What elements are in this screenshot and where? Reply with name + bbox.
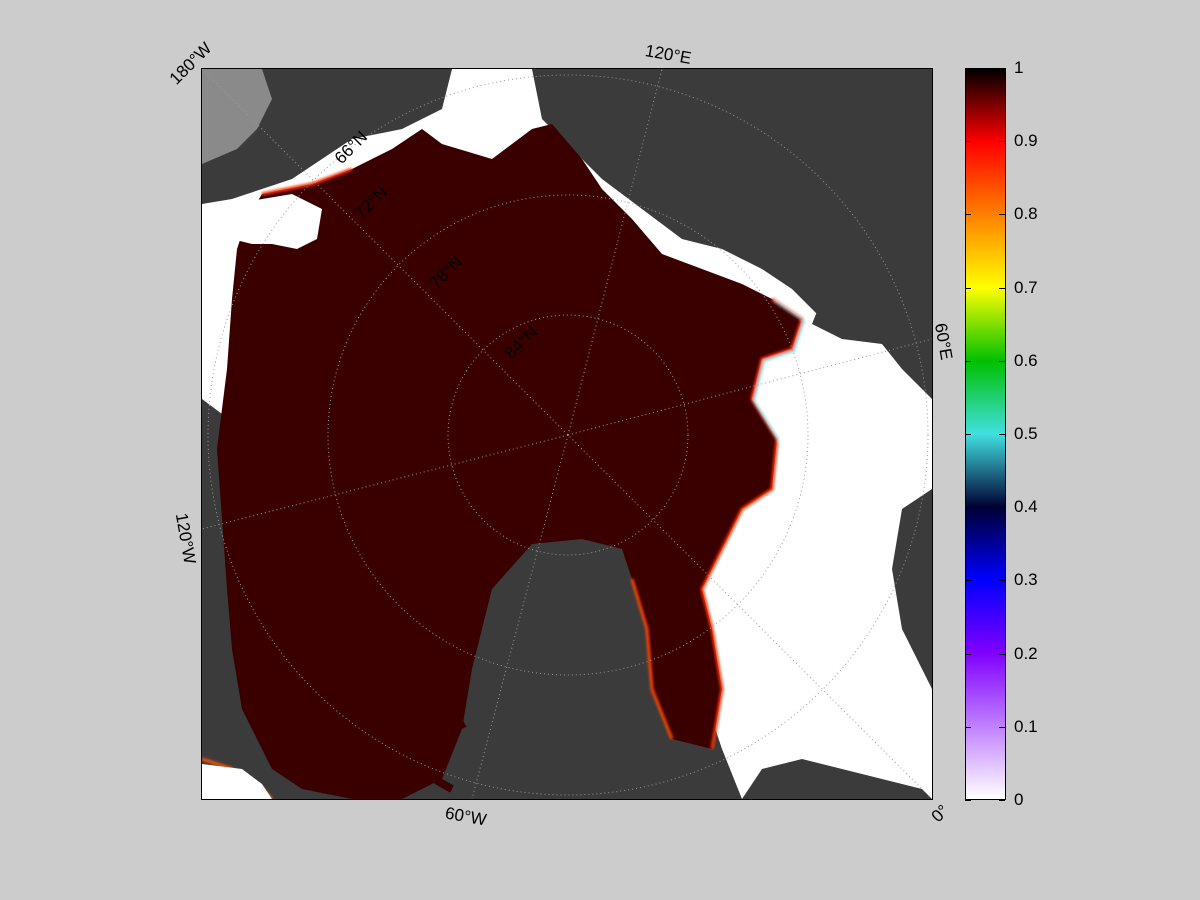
colorbar-tick-mark [965,507,971,508]
colorbar-tick-mark [999,580,1005,581]
land-bottom-right [742,759,932,799]
colorbar-tick-label: 0.4 [1014,497,1038,517]
land-lower-right [892,489,932,689]
ice-edge-barents [700,297,804,750]
colorbar-tick-mark [965,580,971,581]
colorbar-tick-mark [965,361,971,362]
ice-channel-3 [301,705,454,793]
ice-edge-baffin [630,578,674,740]
colorbar-tick-mark [965,800,971,801]
sea-ice-map[interactable]: 66°N 72°N 78°N 84°N [201,68,933,800]
colorbar-tick-mark [965,727,971,728]
colorbar-tick-mark [965,214,971,215]
land-gray-patch [202,69,272,164]
lon-label-120e: 120°E [643,41,693,68]
colorbar-tick-mark [999,654,1005,655]
colorbar-tick-mark [965,68,971,69]
colorbar-tick-mark [965,434,971,435]
colorbar-tick-mark [999,434,1005,435]
colorbar-tick-mark [965,141,971,142]
colorbar-tick-mark [999,288,1005,289]
colorbar-tick-label: 0.1 [1014,716,1038,736]
colorbar-tick-label: 0.3 [1014,570,1038,590]
colorbar-tick-mark [999,141,1005,142]
open-water-alaska [232,194,322,249]
colorbar-tick-mark [999,214,1005,215]
colorbar-tick-mark [965,288,971,289]
map-canvas [202,69,932,799]
colorbar-tick-label: 0 [1014,790,1024,809]
open-water-bottom-left [202,764,272,799]
colorbar-tick-label: 0.6 [1014,350,1038,370]
colorbar-tick-mark [999,507,1005,508]
sea-ice-cap [217,124,802,799]
lon-label-60e: 60°E [930,321,957,362]
ice-channel-2 [261,625,445,692]
land-scandinavia [812,284,932,399]
colorbar-tick-mark [965,654,971,655]
graticule [202,69,932,799]
ice-edge-chukchi [261,167,353,196]
colorbar-tick-label: 1 [1014,58,1024,77]
colorbar-tick-mark [999,68,1005,69]
lon-label-60w: 60°W [443,803,489,830]
lon-label-0: 0° [927,801,953,826]
ice-edge-teal [753,300,805,442]
colorbar-tick-label: 0.9 [1014,131,1038,151]
colorbar-tick-label: 0.8 [1014,204,1038,224]
colorbar-tick-label: 0.2 [1014,643,1038,663]
colorbar-tick-label: 0.5 [1014,424,1038,443]
colorbar-tick-mark [999,800,1005,801]
lon-label-120w: 120°W [171,511,200,566]
colorbar-tick-mark [999,727,1005,728]
colorbar-tick-mark [999,361,1005,362]
colorbar-tick-label: 0.7 [1014,277,1038,297]
